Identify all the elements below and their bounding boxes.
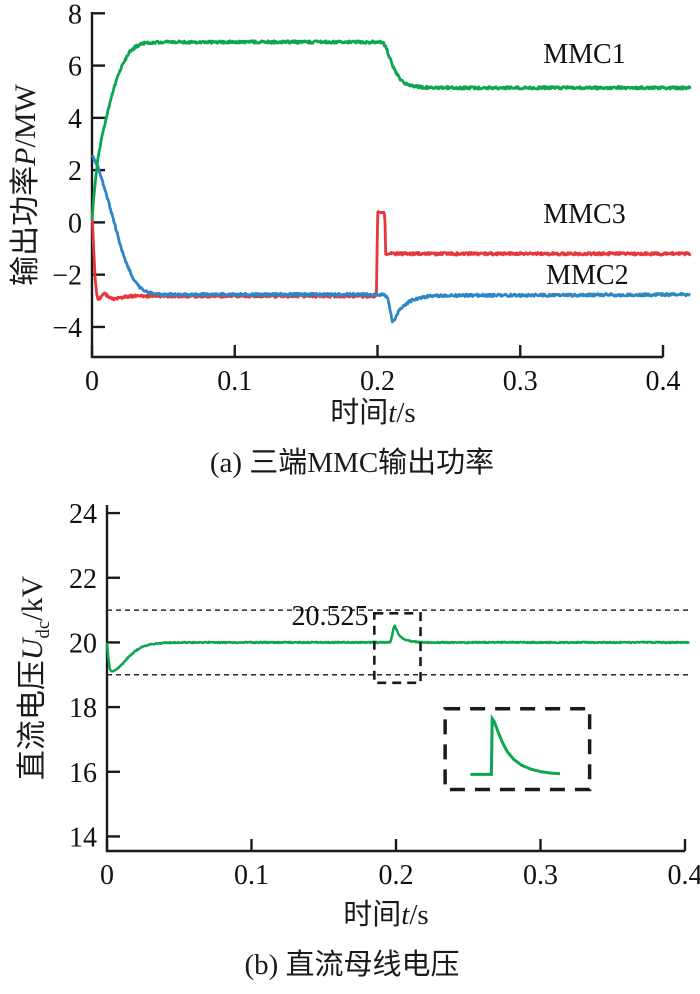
y-axis-label-voltage-cn: 直流电压 bbox=[16, 660, 50, 781]
zoom-region-box bbox=[373, 612, 422, 685]
x-axis-label-b-unit: /s bbox=[409, 899, 429, 932]
y-tick-label: 16 bbox=[69, 758, 97, 789]
y-axis-label-power-unit: /MW bbox=[9, 84, 42, 148]
y-tick-label: 14 bbox=[69, 822, 97, 853]
x-tick-label: 0 bbox=[85, 366, 99, 397]
series-label-MMC3: MMC3 bbox=[543, 199, 625, 230]
series-label-MMC2: MMC2 bbox=[546, 260, 628, 291]
y-tick-label: −4 bbox=[52, 313, 82, 344]
x-tick-label: 0.2 bbox=[360, 366, 395, 397]
y-tick-label: −2 bbox=[52, 261, 82, 292]
x-axis-label-b-cn: 时间 bbox=[343, 899, 402, 932]
x-axis-label-a-var: t bbox=[388, 397, 397, 430]
x-tick-label: 0.4 bbox=[646, 366, 681, 397]
series-Udc bbox=[105, 624, 690, 673]
x-axis-label-b: 时间t/s bbox=[343, 899, 429, 932]
y-tick-label: 20 bbox=[69, 628, 97, 659]
series-label-MMC1: MMC1 bbox=[543, 39, 625, 70]
chart-b: 0 0.1 0.2 0.3 0.4 24 22 20 18 16 14 20.525 bbox=[69, 499, 700, 891]
x-axis-label-a-cn: 时间 bbox=[330, 397, 389, 430]
y-tick-label: 22 bbox=[69, 564, 97, 595]
chart-a: 0 0.1 0.2 0.3 0.4 8 6 4 2 0 −2 −4 MMC1 MMC3 MMC2 bbox=[52, 0, 692, 397]
y-tick-label: 8 bbox=[68, 0, 82, 30]
x-axis-label-a-unit: /s bbox=[396, 397, 416, 430]
series-MMC2 bbox=[90, 154, 691, 324]
y-tick-label: 6 bbox=[68, 52, 82, 83]
y-axis-label-power-cn: 输出功率 bbox=[9, 165, 42, 286]
y-tick-label: 4 bbox=[68, 104, 82, 135]
x-axis-label-a: 时间t/s bbox=[330, 397, 416, 430]
y-axis-label-voltage-unit: /kV bbox=[16, 575, 50, 621]
y-tick-label: 18 bbox=[69, 693, 97, 724]
inset-box bbox=[443, 706, 592, 792]
axes-b bbox=[105, 505, 687, 853]
x-tick-label: 0.3 bbox=[503, 366, 538, 397]
y-axis-label-power-var: P bbox=[9, 147, 42, 166]
x-tick-label: 0.3 bbox=[523, 860, 558, 891]
y-axis-label-voltage-var: U bbox=[16, 638, 50, 661]
y-tick-label: 24 bbox=[69, 499, 97, 530]
y-axis-label-voltage: 直流电压Udc/kV bbox=[16, 575, 55, 781]
x-tick-label: 0.4 bbox=[668, 860, 700, 891]
series-MMC1 bbox=[90, 39, 692, 221]
x-axis-label-b-var: t bbox=[401, 899, 410, 932]
tick-labels-b: 0 0.1 0.2 0.3 0.4 24 22 20 18 16 14 bbox=[69, 499, 700, 891]
caption-b: (b) 直流母线电压 bbox=[244, 949, 460, 982]
tick-labels-a: 0 0.1 0.2 0.3 0.4 8 6 4 2 0 −2 −4 bbox=[52, 0, 680, 397]
y-axis-label-voltage-sub: dc bbox=[33, 620, 55, 639]
inset-curve bbox=[470, 714, 561, 776]
peak-value-annotation: 20.525 bbox=[292, 601, 369, 632]
caption-a: (a) 三端MMC输出功率 bbox=[209, 447, 495, 480]
x-tick-label: 0.1 bbox=[217, 366, 252, 397]
y-axis-label-power: 输出功率P/MW bbox=[9, 84, 42, 286]
x-tick-label: 0.1 bbox=[234, 860, 269, 891]
x-tick-label: 0 bbox=[100, 860, 114, 891]
x-tick-label: 0.2 bbox=[379, 860, 414, 891]
y-tick-label: 0 bbox=[68, 208, 82, 239]
y-tick-label: 2 bbox=[68, 156, 82, 187]
